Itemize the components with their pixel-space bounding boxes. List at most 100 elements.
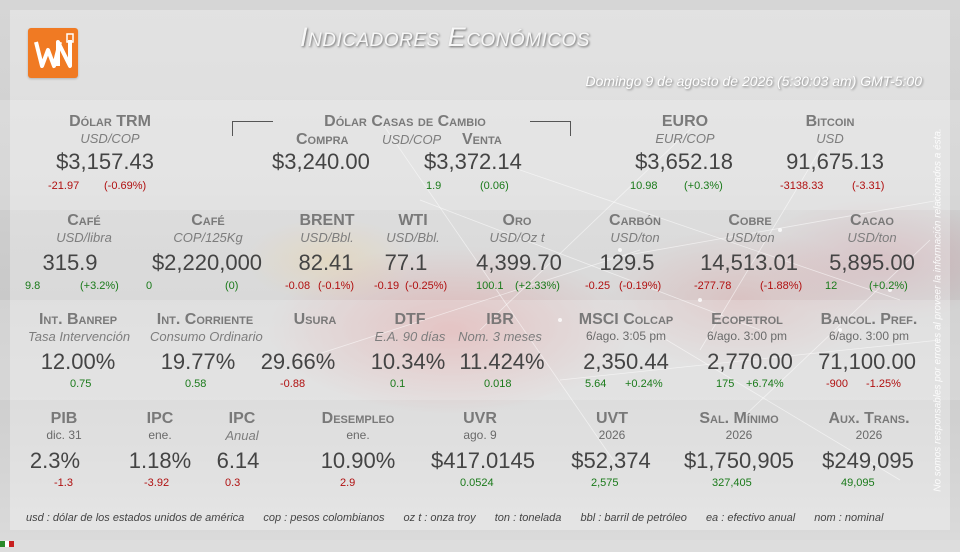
trm-block: Dólar TRM USD/COP — [40, 113, 180, 146]
commodity-value: 5,895.00 — [829, 250, 915, 275]
macro-period: ago. 9 — [463, 428, 497, 442]
flag-icon — [0, 534, 14, 547]
bitcoin-name: Bitcoin — [805, 113, 855, 130]
stock-value: 2,770.00 — [707, 349, 793, 374]
commodity-change-pct: (+0.2%) — [869, 280, 908, 292]
legend-item: nom : nominal — [814, 512, 884, 524]
bitcoin-change-pct: (-3.31) — [852, 180, 885, 192]
euro-block: EURO EUR/COP — [630, 113, 740, 146]
macro-change: -1.3 — [54, 477, 73, 489]
euro-change: 10.98 — [630, 180, 658, 192]
macro-change: 49,095 — [841, 477, 875, 489]
commodity-cacao: Cacao USD/ton — [832, 212, 912, 245]
macro-period: 2026 — [725, 428, 753, 442]
casas-compra-label: Compra — [296, 131, 349, 148]
trm-change: -21.97 — [48, 180, 80, 192]
commodity-change: 0 — [146, 280, 153, 292]
legend-item: bbl : barril de petróleo — [580, 512, 687, 524]
commodity-value: 129.5 — [599, 250, 655, 275]
bitcoin-value: 91,675.13 — [786, 149, 884, 174]
commodity-value: 4,399.70 — [476, 250, 562, 275]
macro-value: $417.0145 — [431, 448, 535, 473]
commodity-oro: Oro USD/Oz t — [482, 212, 552, 245]
stock-name: Bancol. Pref. — [820, 311, 918, 328]
legend-item: ea : efectivo anual — [705, 512, 796, 524]
casas-compra-value: $3,240.00 — [272, 149, 370, 174]
macro-name: UVT — [596, 410, 628, 427]
macro-value: $249,095 — [822, 448, 914, 473]
legend-item: usd : dólar de los estados unidos de amé… — [26, 512, 245, 524]
casas-change: 1.9 — [426, 180, 442, 192]
rate-change: 0.1 — [390, 378, 406, 390]
macro-pib: PIB dic. 31 — [34, 410, 94, 442]
commodity-change: -277.78 — [694, 280, 732, 292]
commodity-unit: USD/Bbl. — [386, 230, 440, 245]
macro-period: 2026 — [598, 428, 626, 442]
macro-ipc-mensual: IPC ene. — [130, 410, 190, 442]
macro-value: $52,374 — [571, 448, 651, 473]
macro-value: 6.14 — [216, 448, 260, 473]
rate-value: 12.00% — [40, 349, 116, 374]
commodity-value: $2,220,000 — [151, 250, 263, 275]
rate-name: DTF — [394, 311, 426, 328]
stock-name: MSCI Colcap — [578, 311, 674, 328]
page-title: Indicadores Económicos — [300, 22, 590, 52]
commodity-unit: COP/125Kg — [173, 230, 243, 245]
stock-change-pct: +0.24% — [625, 378, 663, 390]
macro-name: Aux. Trans. — [828, 410, 910, 427]
macro-value: $1,750,905 — [683, 448, 795, 473]
commodity-unit: USD/libra — [56, 230, 112, 245]
macro-name: PIB — [50, 410, 78, 427]
bracket-right — [530, 121, 571, 136]
macro-uvr: UVR ago. 9 — [440, 410, 520, 442]
stock-bancol-pref: Bancol. Pref. 6/ago. 3:00 pm — [812, 311, 926, 343]
macro-name: IPC — [228, 410, 256, 427]
stock-time: 6/ago. 3:00 pm — [828, 329, 910, 343]
abbreviations-legend: usd : dólar de los estados unidos de amé… — [26, 512, 899, 524]
dashboard-panel — [10, 10, 950, 530]
rate-ibr: IBR Nom. 3 meses — [455, 311, 545, 344]
legend-item: ton : tonelada — [494, 512, 562, 524]
legend-item: cop : pesos colombianos — [263, 512, 385, 524]
rate-unit: Tasa Intervención — [28, 329, 131, 344]
rate-dtf: DTF E.A. 90 días — [372, 311, 448, 344]
trm-name: Dólar TRM — [69, 113, 151, 130]
stock-change: 5.64 — [585, 378, 607, 390]
commodity-unit: USD/Bbl. — [300, 230, 354, 245]
network-lines-decoration — [299, 119, 941, 481]
commodity-change: 12 — [825, 280, 838, 292]
row-band-1 — [0, 100, 960, 210]
casas-change-pct: (0.06) — [480, 180, 509, 192]
macro-period: ene. — [346, 428, 370, 442]
stock-time: 6/ago. 3:00 pm — [706, 329, 788, 343]
commodity-change: -0.08 — [285, 280, 311, 292]
commodity-change: -0.25 — [585, 280, 611, 292]
commodity-name: BRENT — [299, 212, 355, 229]
macro-change: 2.9 — [340, 477, 356, 489]
commodity-change-pct: (-1.88%) — [760, 280, 803, 292]
rate-value: 11.424% — [459, 349, 545, 374]
macro-change: 0.0524 — [460, 477, 494, 489]
commodity-change: -0.19 — [374, 280, 400, 292]
trm-value: $3,157.43 — [56, 149, 154, 174]
commodity-cobre: Cobre USD/ton — [710, 212, 790, 245]
stock-change-pct: -1.25% — [866, 378, 901, 390]
commodity-change-pct: (0) — [225, 280, 239, 292]
macro-uvt: UVT 2026 — [570, 410, 654, 442]
stock-change: 175 — [716, 378, 735, 390]
rate-name: Usura — [293, 311, 337, 328]
commodity-name: Carbón — [609, 212, 661, 229]
stock-change-pct: +6.74% — [746, 378, 784, 390]
rate-change: -0.88 — [280, 378, 306, 390]
macro-change: -3.92 — [144, 477, 170, 489]
commodity-unit: USD/Oz t — [489, 230, 545, 245]
macro-period: 2026 — [855, 428, 883, 442]
rate-unit: E.A. 90 días — [374, 329, 446, 344]
commodity-change: 100.1 — [476, 280, 504, 292]
commodity-name: Café — [67, 212, 101, 229]
rate-value: 19.77% — [160, 349, 236, 374]
commodity-name: WTI — [398, 212, 428, 229]
commodity-carbon: Carbón USD/ton — [595, 212, 675, 245]
rate-name: IBR — [486, 311, 514, 328]
trm-unit: USD/COP — [80, 131, 140, 146]
